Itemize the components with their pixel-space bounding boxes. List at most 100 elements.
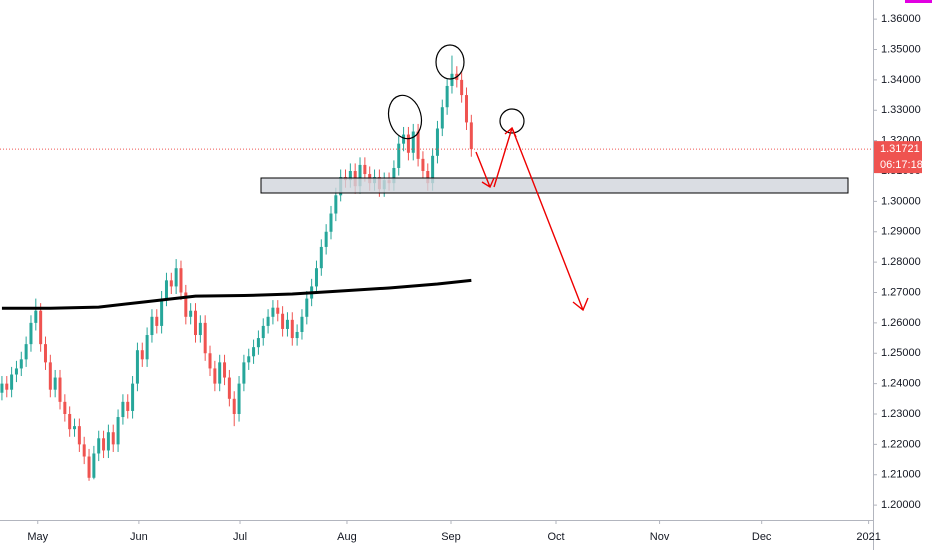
y-tick-label: 1.20000 xyxy=(881,499,921,511)
candle-body xyxy=(10,374,14,390)
y-tick-label: 1.24000 xyxy=(881,378,921,390)
candle-body xyxy=(169,280,173,287)
candle-body xyxy=(348,171,352,181)
candle-body xyxy=(198,322,202,336)
y-tick-label: 1.35000 xyxy=(881,43,921,55)
candle-body xyxy=(145,335,149,360)
candle-body xyxy=(213,368,217,384)
candle-body xyxy=(116,417,120,445)
candle-body xyxy=(242,362,246,384)
candle-body xyxy=(24,344,28,360)
candle-body xyxy=(131,383,135,411)
candle-body xyxy=(87,456,91,478)
candle-body xyxy=(58,377,62,402)
candle-body xyxy=(77,426,81,445)
candle-body xyxy=(256,338,260,348)
candle-body xyxy=(460,79,464,96)
candle-body xyxy=(440,107,444,129)
candle-body xyxy=(290,319,294,339)
y-tick-label: 1.28000 xyxy=(881,256,921,268)
plot xyxy=(0,55,473,481)
candle-body xyxy=(305,298,309,317)
candle-body xyxy=(227,377,231,399)
x-tick-label: 2021 xyxy=(856,531,880,543)
y-tick-label: 1.23000 xyxy=(881,408,921,420)
candle-body xyxy=(271,307,275,317)
candle-body xyxy=(53,377,57,390)
candle-body xyxy=(363,164,367,175)
candle-body xyxy=(73,426,77,430)
candle-body xyxy=(266,316,270,326)
candle-body xyxy=(426,171,430,184)
candle-body xyxy=(193,310,197,336)
y-tick-label: 1.22000 xyxy=(881,438,921,450)
x-tick-label: Sep xyxy=(441,531,461,543)
candle-body xyxy=(329,213,333,232)
candle-body xyxy=(189,310,193,317)
candle-body xyxy=(232,398,236,414)
candle-body xyxy=(126,401,130,411)
arrow xyxy=(475,151,495,189)
last-price-label: 1.31721 xyxy=(880,143,920,155)
candle-body xyxy=(324,231,328,247)
candle-body xyxy=(135,350,139,384)
candle-body xyxy=(276,307,280,314)
candle-body xyxy=(237,383,241,414)
candle-body xyxy=(0,383,4,393)
y-tick-label: 1.27000 xyxy=(881,286,921,298)
x-tick-label: Aug xyxy=(337,531,357,543)
candle-body xyxy=(29,322,33,345)
candle-body xyxy=(150,316,154,336)
candle-body xyxy=(164,280,168,299)
candle-body xyxy=(464,95,468,123)
candle-body xyxy=(411,131,415,153)
candle-body xyxy=(281,313,285,329)
candle-body xyxy=(247,356,251,363)
candle-body xyxy=(174,268,178,287)
candle-body xyxy=(39,310,43,345)
candle-body xyxy=(261,325,265,339)
candle-body xyxy=(48,362,52,390)
y-tick-label: 1.36000 xyxy=(881,13,921,25)
y-tick-label: 1.26000 xyxy=(881,317,921,329)
candle-body xyxy=(14,368,18,375)
circles xyxy=(387,44,525,140)
candle-body xyxy=(435,128,439,156)
candle-body xyxy=(19,359,23,369)
candle-body xyxy=(208,353,212,369)
candle-body xyxy=(82,444,86,457)
candle-body xyxy=(300,316,304,332)
circle xyxy=(499,108,525,134)
candle-body xyxy=(218,362,222,384)
candle-body xyxy=(155,316,159,326)
candle-body xyxy=(431,155,435,184)
candle-body xyxy=(319,246,323,269)
candle-body xyxy=(34,310,38,323)
y-tick-label: 1.25000 xyxy=(881,347,921,359)
moving-average xyxy=(1,278,472,310)
candle-body xyxy=(121,401,125,418)
candle-body xyxy=(111,432,115,445)
candle-body xyxy=(334,195,338,214)
candle-body xyxy=(106,432,110,451)
candle-body xyxy=(314,268,318,287)
candle-body xyxy=(421,158,425,172)
x-tick-label: May xyxy=(27,531,48,543)
candle-body xyxy=(469,122,473,150)
x-tick-label: Nov xyxy=(650,531,670,543)
candle-body xyxy=(160,298,164,326)
x-tick-label: Jul xyxy=(233,531,247,543)
candle-body xyxy=(450,73,454,86)
support-zone xyxy=(260,177,849,194)
circle xyxy=(387,94,423,140)
candle-body xyxy=(102,438,106,451)
y-tick-label: 1.34000 xyxy=(881,74,921,86)
candle-body xyxy=(285,319,289,329)
candle-body xyxy=(184,292,188,317)
candle-body xyxy=(43,344,47,363)
countdown-label: 06:17:18 xyxy=(880,159,923,171)
candle-body xyxy=(179,268,183,293)
candle-body xyxy=(402,134,406,144)
candle-body xyxy=(223,362,227,378)
